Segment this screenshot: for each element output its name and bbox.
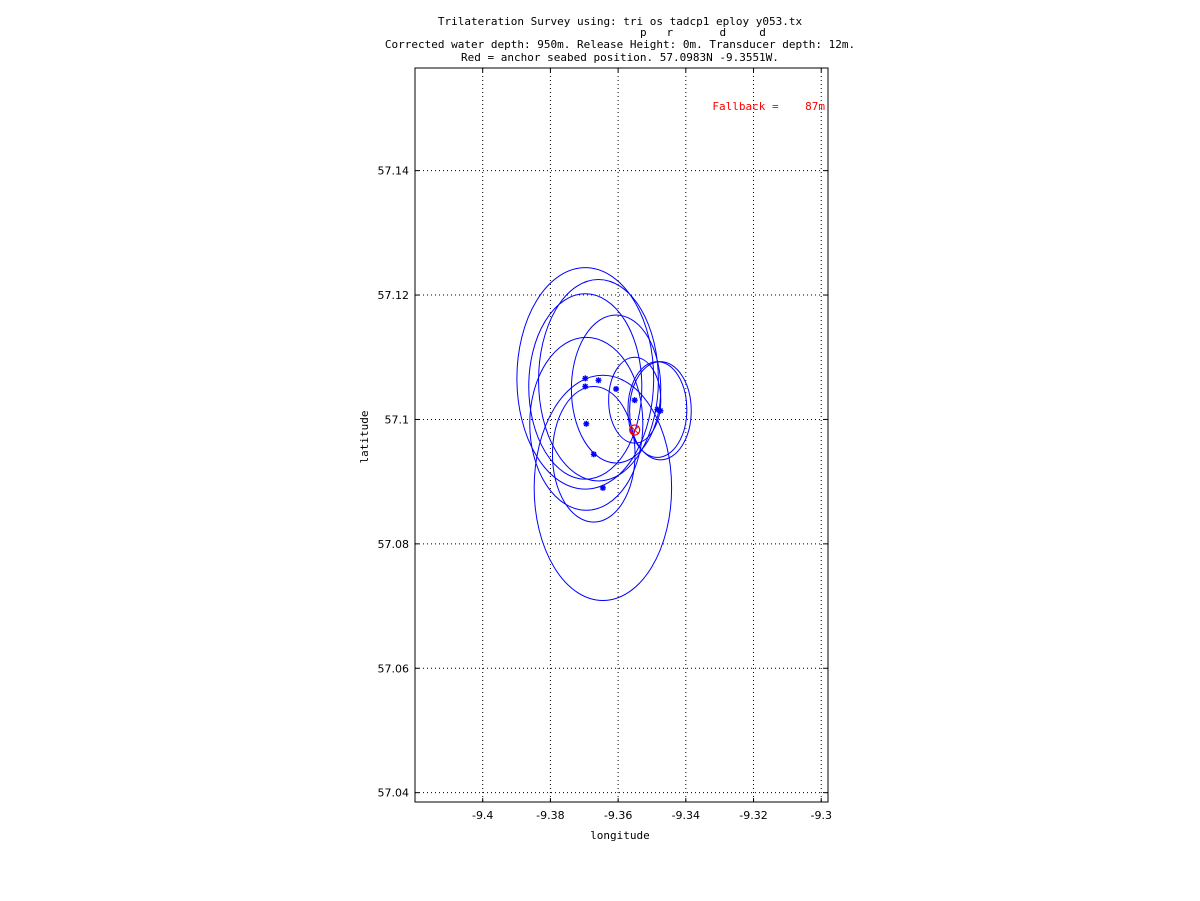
grid-lines: [415, 68, 828, 802]
range-circle: [528, 293, 643, 480]
range-circle: [533, 374, 673, 601]
range-circle: [529, 336, 644, 511]
chart-title-line-4: Red = anchor seabed position. 57.0983N -…: [461, 51, 779, 64]
x-tick-label: -9.3: [810, 809, 831, 822]
y-axis-label: latitude: [358, 411, 371, 464]
x-tick-label: -9.36: [604, 809, 632, 822]
survey-point: [590, 451, 597, 458]
chart-title-line-1: Trilateration Survey using: tri os tadcp…: [438, 15, 803, 28]
x-tick-label: -9.32: [739, 809, 767, 822]
y-tick-label: 57.14: [378, 165, 410, 178]
survey-point: [599, 484, 606, 491]
y-tick-label: 57.12: [378, 289, 410, 302]
range-circle: [516, 267, 655, 490]
chart-title-line-2: p r d d: [640, 26, 766, 39]
x-axis-label: longitude: [590, 829, 650, 842]
chart-marks: [516, 267, 692, 601]
x-tick-label: -9.38: [536, 809, 564, 822]
range-circle: [629, 361, 692, 461]
axes-box: [414, 67, 829, 803]
anchor-position: [629, 424, 641, 436]
range-circle: [551, 385, 636, 523]
x-tick-label: -9.34: [672, 809, 700, 822]
y-tick-label: 57.08: [378, 538, 410, 551]
anchor-cross: [630, 425, 640, 435]
fallback-annotation: Fallback = 87m: [712, 100, 825, 113]
axis-ticks: -9.4 -9.38 -9.36 -9.34 -9.32 -9.3 57.04 57.06 57…: [378, 68, 832, 822]
x-tick-label: -9.4: [472, 809, 493, 822]
survey-point: [595, 377, 602, 384]
y-tick-label: 57.04: [378, 787, 410, 800]
y-tick-label: 57.06: [378, 662, 410, 675]
survey-point: [613, 385, 620, 392]
y-tick-label: 57.1: [385, 413, 410, 426]
survey-point: [583, 420, 590, 427]
chart-title-line-3: Corrected water depth: 950m. Release Hei…: [385, 38, 855, 51]
survey-point: [631, 397, 638, 404]
range-circle: [570, 314, 662, 464]
survey-point: [657, 407, 664, 414]
